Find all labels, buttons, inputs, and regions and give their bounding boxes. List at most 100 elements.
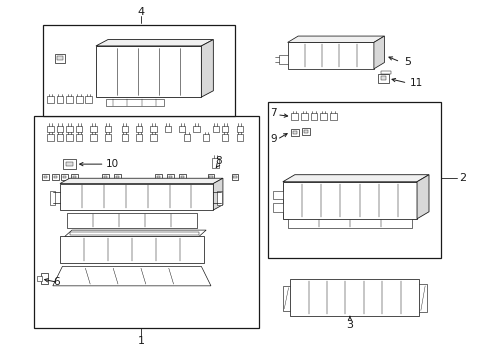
Bar — [320, 113, 326, 120]
Bar — [57, 126, 63, 132]
Bar — [212, 158, 219, 168]
Bar — [71, 174, 78, 180]
Bar — [76, 135, 82, 141]
Text: 5: 5 — [403, 57, 410, 67]
Bar — [290, 129, 299, 136]
Bar — [44, 176, 47, 179]
Bar — [57, 57, 62, 60]
Bar — [222, 126, 228, 132]
Bar — [291, 113, 298, 120]
Bar — [66, 162, 73, 166]
Bar — [156, 176, 160, 179]
Text: 1: 1 — [138, 336, 144, 346]
Polygon shape — [373, 36, 384, 69]
Bar — [155, 174, 161, 180]
Bar — [69, 232, 199, 235]
Bar — [61, 174, 68, 180]
Bar — [96, 46, 201, 97]
Bar — [136, 135, 142, 141]
Bar — [329, 113, 336, 120]
Bar — [231, 174, 238, 180]
Bar — [301, 128, 309, 135]
Bar — [183, 135, 190, 141]
Bar — [179, 126, 185, 132]
Polygon shape — [416, 175, 428, 219]
Bar — [66, 96, 73, 103]
Bar — [212, 126, 219, 132]
Polygon shape — [213, 178, 223, 210]
Bar — [164, 126, 171, 132]
Bar — [289, 279, 419, 316]
Text: 6: 6 — [53, 277, 60, 287]
Bar — [136, 126, 142, 132]
Bar — [76, 126, 82, 132]
Text: 7: 7 — [270, 108, 277, 118]
Bar — [47, 96, 54, 103]
Bar — [90, 135, 97, 141]
Bar — [85, 96, 92, 103]
Bar — [236, 135, 243, 141]
Text: 10: 10 — [105, 159, 119, 169]
Bar — [34, 117, 258, 328]
Bar — [233, 176, 236, 179]
Bar — [41, 274, 48, 284]
Bar — [57, 96, 63, 103]
Polygon shape — [282, 175, 428, 182]
Text: 4: 4 — [138, 8, 145, 17]
Bar — [273, 190, 282, 199]
Bar — [268, 102, 440, 258]
Bar — [287, 42, 373, 69]
Bar — [38, 276, 42, 280]
Bar — [66, 135, 73, 141]
Polygon shape — [53, 266, 210, 286]
Bar — [166, 174, 173, 180]
Bar — [104, 126, 111, 132]
Polygon shape — [64, 230, 206, 237]
Bar — [193, 126, 199, 132]
Bar — [63, 176, 66, 179]
Bar — [380, 71, 390, 74]
Bar — [57, 135, 63, 141]
Bar — [116, 176, 119, 179]
Bar — [60, 237, 203, 263]
Bar — [60, 184, 213, 210]
Polygon shape — [287, 36, 384, 42]
Text: 11: 11 — [409, 78, 422, 88]
Bar — [168, 176, 172, 179]
Bar — [47, 135, 53, 141]
Bar — [67, 213, 196, 228]
Bar — [105, 99, 163, 106]
Bar — [273, 203, 282, 212]
Text: 3: 3 — [346, 320, 353, 330]
Bar — [179, 174, 185, 180]
Bar — [209, 176, 212, 179]
Bar — [102, 174, 109, 180]
Bar — [66, 126, 73, 132]
Bar — [150, 135, 156, 141]
Bar — [63, 159, 76, 169]
Bar — [287, 219, 411, 228]
Bar — [90, 126, 97, 132]
Bar — [217, 190, 222, 205]
Bar — [42, 174, 49, 180]
Text: 9: 9 — [270, 134, 277, 144]
Bar — [73, 176, 76, 179]
Bar — [104, 135, 111, 141]
Polygon shape — [201, 40, 213, 97]
Bar — [279, 55, 287, 64]
Bar — [122, 135, 127, 141]
Text: 2: 2 — [458, 173, 465, 183]
Bar — [150, 126, 156, 132]
Bar — [55, 54, 65, 63]
Bar — [236, 126, 243, 132]
Bar — [203, 135, 209, 141]
Bar — [180, 176, 183, 179]
Bar — [122, 126, 127, 132]
Bar — [47, 126, 53, 132]
Bar — [419, 284, 426, 312]
Bar — [43, 25, 234, 117]
Bar — [50, 190, 55, 205]
Text: 8: 8 — [214, 156, 221, 166]
Bar — [53, 176, 57, 179]
Bar — [377, 74, 388, 83]
